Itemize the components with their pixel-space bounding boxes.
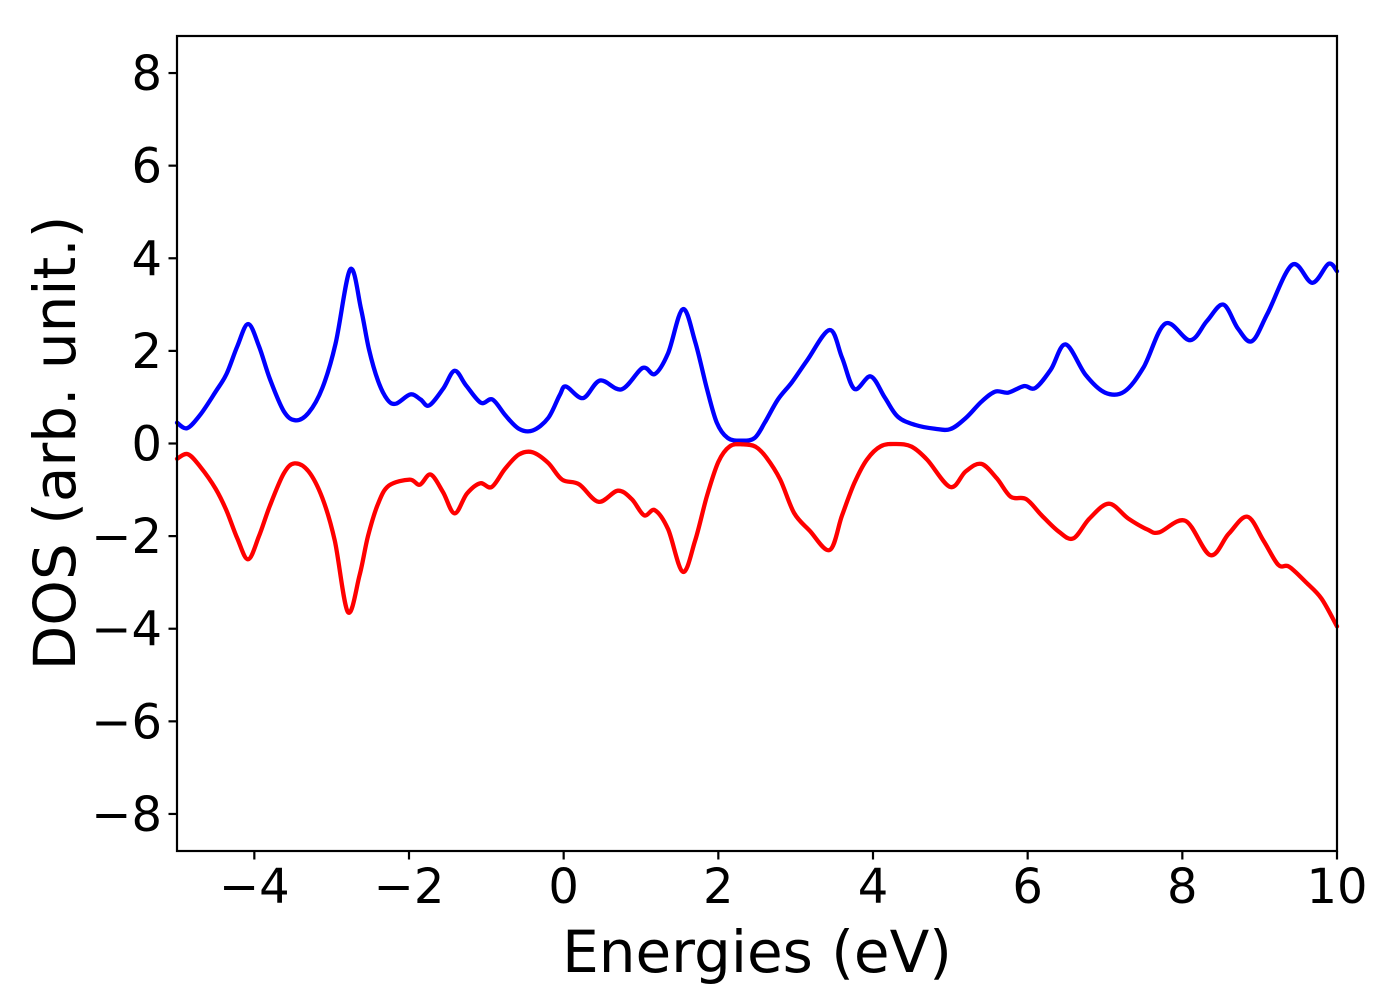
x-tick-label: 8 <box>1167 859 1198 915</box>
curves-layer <box>174 261 1340 629</box>
x-tick-label: 6 <box>1012 859 1043 915</box>
y-tick-label: −2 <box>91 509 162 565</box>
y-tick-label: 6 <box>131 139 162 195</box>
y-tick-label: 8 <box>131 46 162 102</box>
x-tick-label: 2 <box>703 859 734 915</box>
y-tick-label: −4 <box>91 602 162 658</box>
x-tick-label: 4 <box>858 859 889 915</box>
y-tick-label: 0 <box>131 417 162 473</box>
x-tick-label: 10 <box>1306 859 1367 915</box>
y-tick-label: 2 <box>131 324 162 380</box>
red-curve <box>174 441 1340 629</box>
blue-curve <box>174 261 1340 443</box>
plot-frame <box>175 34 1339 853</box>
y-tick-label: −6 <box>91 694 162 750</box>
x-tick-label: −2 <box>374 859 445 915</box>
y-axis-label: DOS (arb. unit.) <box>21 216 89 671</box>
y-axis-ticks: −8 −6 −4 −2 0 2 4 6 8 <box>91 46 177 843</box>
y-tick-label: 4 <box>131 231 162 287</box>
x-axis-ticks: −4 −2 0 2 4 6 8 10 <box>219 851 1368 915</box>
x-tick-label: 0 <box>548 859 579 915</box>
y-tick-label: −8 <box>91 787 162 843</box>
x-axis-label: Energies (eV) <box>562 918 952 986</box>
x-tick-label: −4 <box>219 859 290 915</box>
